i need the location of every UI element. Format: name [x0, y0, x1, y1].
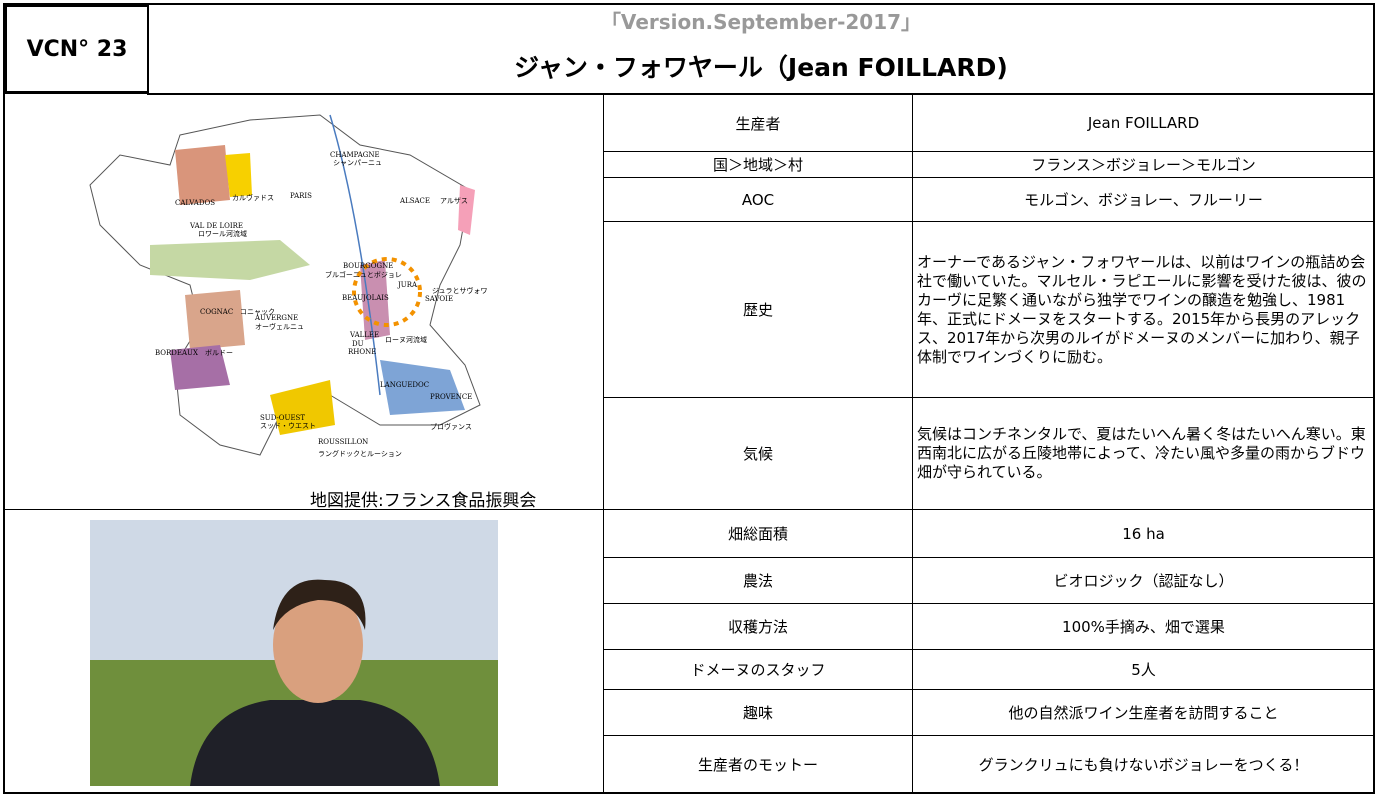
map-label: VALLEE: [349, 331, 379, 339]
row-value: ビオロジック（認証なし）: [912, 557, 1375, 604]
row-label: 気候: [603, 397, 913, 510]
code: VCN° 23: [5, 5, 149, 93]
map-label: ローヌ河流域: [385, 335, 427, 344]
map-label: SUD-OUEST: [260, 414, 305, 422]
region: [458, 185, 475, 235]
region: [270, 380, 335, 435]
row-value: フランス＞ボジョレー＞モルゴン: [912, 151, 1375, 178]
map-label: SAVOIE: [425, 295, 453, 303]
title: ジャン・フォワヤール（Jean FOILLARD): [514, 53, 1008, 82]
row-value: 16 ha: [912, 509, 1375, 558]
row-label: 生産者のモットー: [603, 735, 913, 794]
map-label: スッド・ウエスト: [260, 422, 316, 430]
face: [273, 587, 363, 703]
map-label: DU: [352, 340, 364, 348]
row-value: 5人: [912, 649, 1375, 690]
hair: [273, 579, 366, 630]
row-value: Jean FOILLARD: [912, 94, 1375, 152]
map-label: RHONE: [348, 348, 376, 356]
map-label: ジュラとサヴォワ: [432, 286, 488, 295]
row-label: 畑総面積: [603, 509, 913, 558]
map-label: ブルゴーニュとボジョレ: [325, 270, 402, 279]
row-value: グランクリュにも負けないボジョレーをつくる！: [912, 735, 1375, 794]
map-label: プロヴァンス: [430, 422, 472, 431]
map-label: VAL DE LOIRE: [189, 222, 243, 230]
map-label: JURA: [397, 281, 418, 289]
map-label: シャンパーニュ: [333, 159, 382, 167]
region: [380, 360, 465, 415]
row-value: 気候はコンチネンタルで、夏はたいへん暑く冬はたいへん寒い。東西南北に広がる丘陵地…: [912, 397, 1375, 510]
row-label: 国＞地域＞村: [603, 151, 913, 178]
highlight-circle: [352, 257, 422, 327]
map-label: AUVERGNE: [254, 314, 298, 322]
row-value: 100%手摘み、畑で選果: [912, 603, 1375, 650]
map-label: BOURGOGNE: [343, 262, 393, 270]
river: [329, 114, 381, 396]
map-label: ロワール河流域: [198, 229, 247, 238]
row-value: 他の自然派ワイン生産者を訪問すること: [912, 689, 1375, 736]
map-label: ラングドックとルーション: [318, 449, 402, 458]
map-label: CALVADOS: [175, 199, 215, 207]
row-value: モルゴン、ボジョレー、フルーリー: [912, 177, 1375, 222]
map-label: ALSACE: [399, 197, 430, 205]
row-label: 趣味: [603, 689, 913, 736]
map-label: ボルドー: [205, 349, 233, 357]
row-label: 歴史: [603, 221, 913, 398]
region: [185, 290, 245, 350]
region: [150, 240, 310, 280]
map-label: アルザス: [440, 197, 468, 205]
row-label: AOC: [603, 177, 913, 222]
photo: [90, 520, 498, 786]
region: [175, 145, 230, 205]
map-label: PARIS: [290, 192, 312, 200]
map-caption: 地図提供:フランス食品振興会: [310, 491, 537, 511]
row-value: オーナーであるジャン・フォワヤールは、以前はワインの瓶詰め会社で働いていた。マル…: [912, 221, 1375, 398]
map-label: カルヴァドス: [232, 193, 274, 202]
version: 「Version.September-2017」: [600, 10, 922, 34]
region: [170, 345, 230, 390]
map-label: PROVENCE: [430, 393, 472, 401]
row-label: 農法: [603, 557, 913, 604]
region: [225, 153, 252, 197]
row-label: 収穫方法: [603, 603, 913, 650]
body: [190, 700, 440, 786]
map-label: コニャック: [240, 308, 275, 316]
map-label: BEAUJOLAIS: [342, 294, 389, 302]
map-label: COGNAC: [200, 308, 233, 316]
map-label: ROUSSILLON: [318, 438, 368, 446]
map-label: CHAMPAGNE: [330, 151, 380, 159]
map-label: LANGUEDOC: [380, 381, 429, 389]
row-label: 生産者: [603, 94, 913, 152]
row-label: ドメーヌのスタッフ: [603, 649, 913, 690]
map-label: オーヴェルニュ: [255, 322, 304, 331]
map-label: BORDEAUX: [155, 349, 198, 357]
